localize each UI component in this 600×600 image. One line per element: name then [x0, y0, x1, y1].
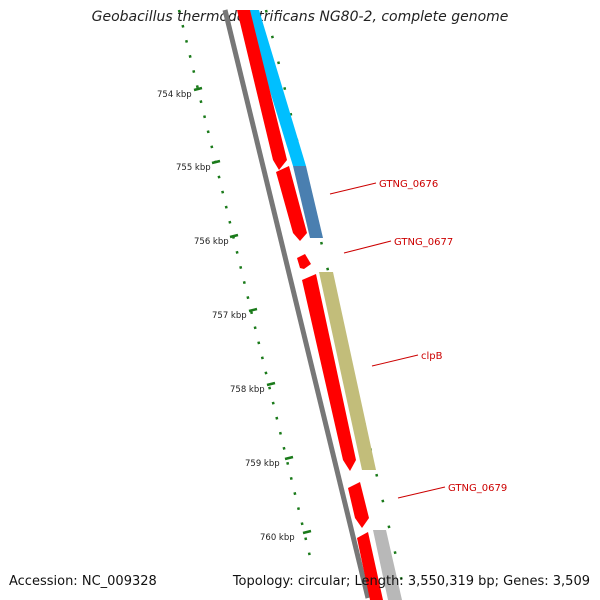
label-leader-lines [329, 182, 446, 499]
accession-info: Accession: NC_009328 [9, 574, 157, 589]
cds-features [237, 10, 383, 600]
tick-label-759: 759 kbp [245, 459, 280, 469]
cds-arrow-gtng-0677 [297, 254, 311, 269]
length-label: Length: [354, 574, 404, 589]
cds-arrow-last [357, 532, 383, 600]
tick-label-754: 754 kbp [157, 90, 192, 100]
gene-label-clpb[interactable]: clpB [421, 351, 443, 362]
length-value: 3,550,319 bp [407, 574, 495, 589]
cog-block-olive [319, 272, 376, 470]
gene-label-gtng-0679[interactable]: GTNG_0679 [448, 483, 507, 494]
gene-labels: GTNG_0676 GTNG_0677 clpB GTNG_0679 [379, 179, 507, 494]
cds-arrow-1 [237, 10, 287, 170]
ruler-major-ticks [193, 86, 312, 535]
tick-label-756: 756 kbp [194, 237, 229, 247]
tick-label-758: 758 kbp [230, 385, 265, 395]
cog-blocks [245, 10, 402, 600]
cog-block-cyan [245, 10, 306, 166]
genes-label: Genes: [503, 574, 549, 589]
topology-value: circular [297, 574, 346, 589]
tick-label-760: 760 kbp [260, 533, 295, 543]
tick-label-757: 757 kbp [212, 311, 247, 321]
title: Geobacillus thermodenitrificans NG80-2, … [91, 9, 509, 25]
genes-value: 3,509 [552, 574, 590, 589]
cds-arrow-clpb [302, 274, 356, 471]
gene-label-gtng-0677[interactable]: GTNG_0677 [394, 237, 453, 248]
cog-block-steel [293, 166, 323, 238]
ruler-dotted-line [177, 9, 314, 566]
topology-label: Topology: [232, 574, 294, 589]
cds-arrow-gtng-0676 [276, 166, 307, 241]
cog-block-grey [373, 530, 402, 600]
accession-value: NC_009328 [81, 574, 157, 589]
ruler-tick-labels: 754 kbp 755 kbp 756 kbp 757 kbp 758 kbp … [157, 90, 295, 543]
accession-label: Accession: [9, 574, 78, 589]
gene-label-gtng-0676[interactable]: GTNG_0676 [379, 179, 438, 190]
tick-label-755: 755 kbp [176, 163, 211, 173]
cds-arrow-gtng-0679 [348, 482, 369, 528]
backbone-line [222, 9, 371, 599]
genome-stats: Topology: circular; Length: 3,550,319 bp… [232, 574, 590, 589]
